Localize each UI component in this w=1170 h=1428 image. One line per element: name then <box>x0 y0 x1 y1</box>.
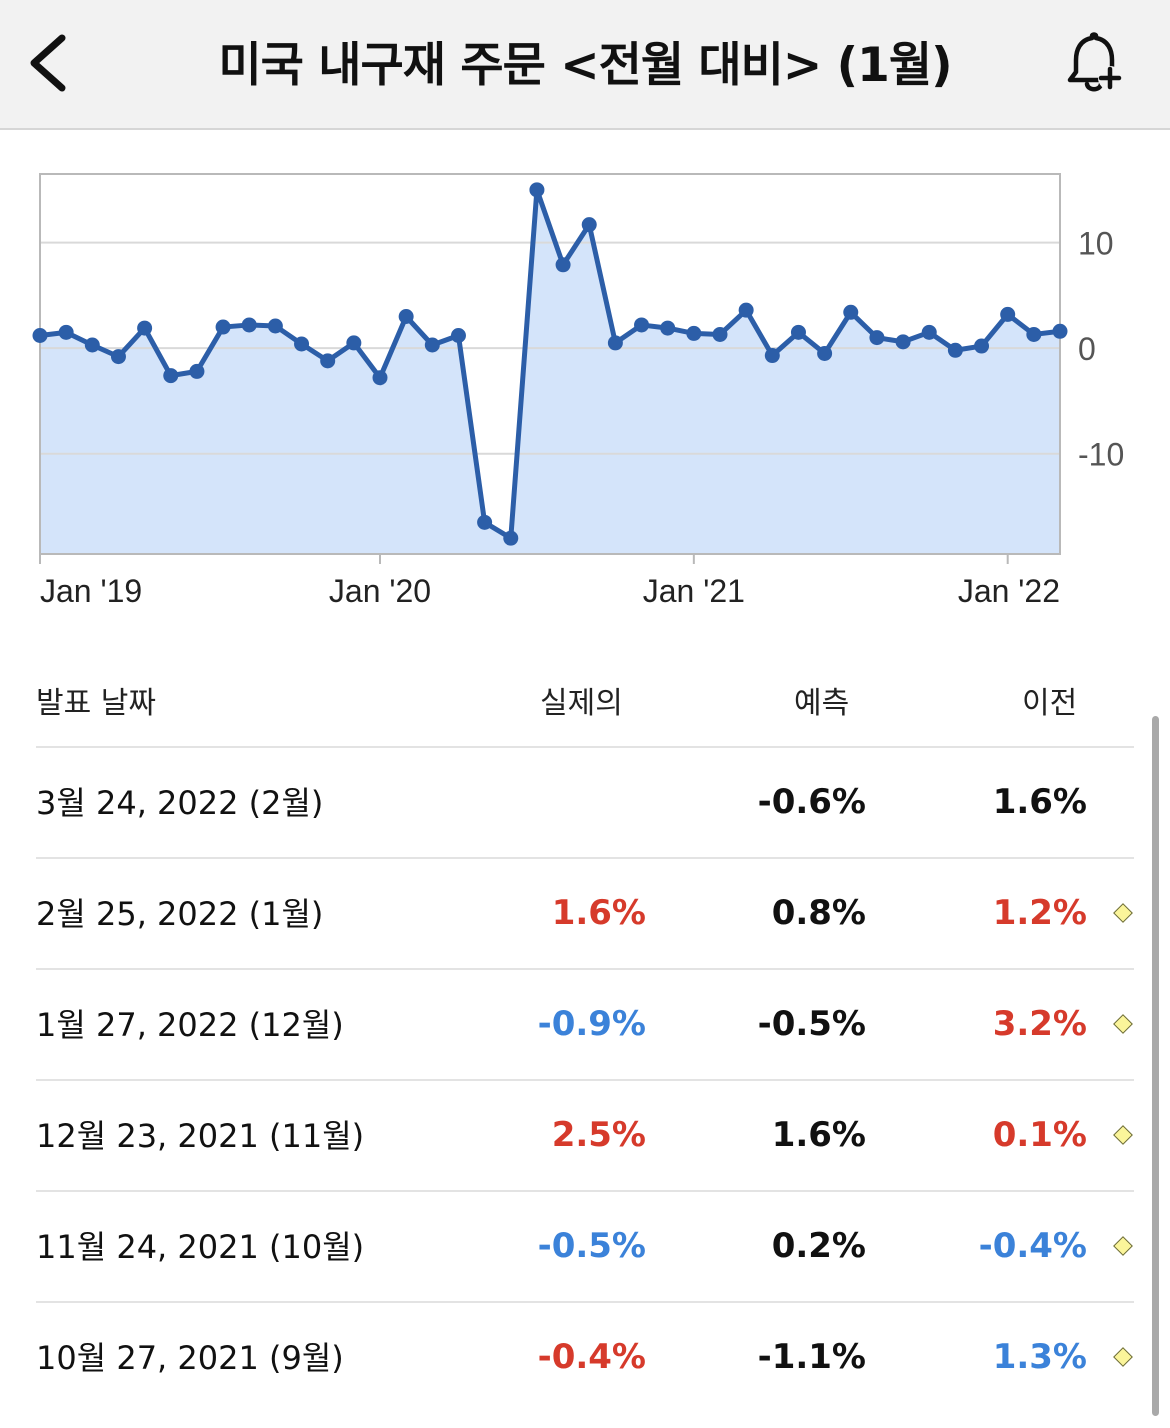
previous-value: 1.3% <box>992 1337 1087 1377</box>
data-point <box>372 370 388 386</box>
data-point <box>843 304 859 320</box>
forecast-value: 1.6% <box>771 1115 866 1155</box>
release-date: 11월 24, 2021 (10월) <box>36 1228 365 1266</box>
y-tick-label: 0 <box>1078 331 1096 367</box>
actual-value: 1.6% <box>551 893 646 933</box>
page-title: 미국 내구재 주문 <전월 대비> (1월) <box>218 38 952 93</box>
x-tick-label: Jan '20 <box>329 573 431 609</box>
data-point <box>503 530 519 546</box>
table-row[interactable]: 10월 27, 2021 (9월) -0.4% -1.1% 1.3% <box>36 1303 1134 1412</box>
data-point <box>1026 326 1042 342</box>
data-point <box>634 317 650 333</box>
data-point <box>320 353 336 369</box>
data-point <box>660 320 676 336</box>
header-date: 발표 날짜 <box>36 686 156 721</box>
actual-value: -0.5% <box>537 1226 646 1266</box>
table-row[interactable]: 12월 23, 2021 (11월) 2.5% 1.6% 0.1% <box>36 1081 1134 1192</box>
data-point <box>817 345 833 361</box>
data-point <box>1052 323 1068 339</box>
release-date: 12월 23, 2021 (11월) <box>36 1117 365 1155</box>
data-point <box>555 257 571 273</box>
data-point <box>424 337 440 353</box>
data-point <box>346 335 362 351</box>
data-point <box>947 342 963 358</box>
data-point <box>163 368 179 384</box>
table-header: 발표 날짜 실제의 예측 이전 <box>36 660 1134 748</box>
actual-value: 2.5% <box>551 1115 646 1155</box>
history-table: 발표 날짜 실제의 예측 이전 3월 24, 2022 (2월) -0.6% 1.6… <box>36 660 1134 1412</box>
previous-value: 0.1% <box>992 1115 1087 1155</box>
data-point <box>764 348 780 364</box>
x-tick-label: Jan '21 <box>643 573 745 609</box>
previous-value: 1.6% <box>992 782 1087 822</box>
data-point <box>110 349 126 365</box>
data-point <box>529 182 545 198</box>
data-point <box>267 318 283 334</box>
data-point <box>294 336 310 352</box>
revision-diamond-icon[interactable] <box>1113 1347 1133 1367</box>
durable-goods-chart: 10 0 -10 Jan '19 Jan '20 Jan '21 Jan '22 <box>32 173 1124 609</box>
forecast-value: 0.8% <box>771 893 866 933</box>
header-actual: 실제의 <box>540 686 623 721</box>
previous-value: -0.4% <box>978 1226 1087 1266</box>
plot-frame <box>39 173 1061 555</box>
data-point <box>398 309 414 324</box>
data-point <box>869 330 885 346</box>
forecast-value: -0.6% <box>757 782 866 822</box>
data-point <box>921 324 937 340</box>
data-point <box>895 334 911 350</box>
header-previous: 이전 <box>1022 686 1078 721</box>
series-line <box>39 187 1061 541</box>
data-point <box>974 338 990 354</box>
forecast-value: -0.5% <box>757 1004 866 1044</box>
table-row[interactable]: 11월 24, 2021 (10월) -0.5% 0.2% -0.4% <box>36 1192 1134 1303</box>
series-area <box>40 189 1060 555</box>
previous-value: 3.2% <box>992 1004 1087 1044</box>
data-point <box>607 335 623 351</box>
data-point <box>450 328 466 343</box>
data-point <box>137 320 153 336</box>
chevron-left-icon <box>30 34 66 92</box>
x-tick-label: Jan '19 <box>40 573 142 609</box>
forecast-value: 0.2% <box>771 1226 866 1266</box>
release-date: 10월 27, 2021 (9월) <box>36 1339 344 1377</box>
table-row[interactable]: 3월 24, 2022 (2월) -0.6% 1.6% <box>36 748 1134 859</box>
data-point <box>215 319 231 335</box>
release-date: 2월 25, 2022 (1월) <box>36 895 324 933</box>
data-point <box>189 363 205 379</box>
scrollbar[interactable] <box>1152 716 1159 1416</box>
revision-diamond-icon[interactable] <box>1113 1125 1133 1145</box>
forecast-value: -1.1% <box>757 1337 866 1377</box>
table-row[interactable]: 2월 25, 2022 (1월) 1.6% 0.8% 1.2% <box>36 859 1134 970</box>
data-point <box>790 324 806 340</box>
revision-diamond-icon[interactable] <box>1113 1014 1133 1034</box>
actual-value: -0.4% <box>537 1337 646 1377</box>
data-point <box>1000 306 1016 322</box>
data-point <box>58 324 74 340</box>
data-point <box>477 514 493 530</box>
revision-diamond-icon[interactable] <box>1113 903 1133 923</box>
table-row[interactable]: 1월 27, 2022 (12월) -0.9% -0.5% 3.2% <box>36 970 1134 1081</box>
header-forecast: 예측 <box>794 686 850 721</box>
app-header: 미국 내구재 주문 <전월 대비> (1월) <box>0 0 1170 130</box>
data-point <box>32 328 48 343</box>
x-tick-label: Jan '22 <box>958 573 1060 609</box>
data-point <box>738 302 754 318</box>
y-tick-label: 10 <box>1078 226 1114 262</box>
data-point <box>686 325 702 341</box>
release-date: 3월 24, 2022 (2월) <box>36 784 324 822</box>
release-date: 1월 27, 2022 (12월) <box>36 1006 344 1044</box>
y-tick-label: -10 <box>1078 437 1124 473</box>
data-point <box>712 326 728 342</box>
data-point <box>241 317 257 333</box>
data-point <box>581 217 597 233</box>
actual-value: -0.9% <box>537 1004 646 1044</box>
data-point <box>84 337 100 353</box>
revision-diamond-icon[interactable] <box>1113 1236 1133 1256</box>
previous-value: 1.2% <box>992 893 1087 933</box>
back-button[interactable] <box>22 30 82 96</box>
add-alert-button[interactable] <box>1058 28 1128 100</box>
bell-plus-icon <box>1067 32 1122 92</box>
